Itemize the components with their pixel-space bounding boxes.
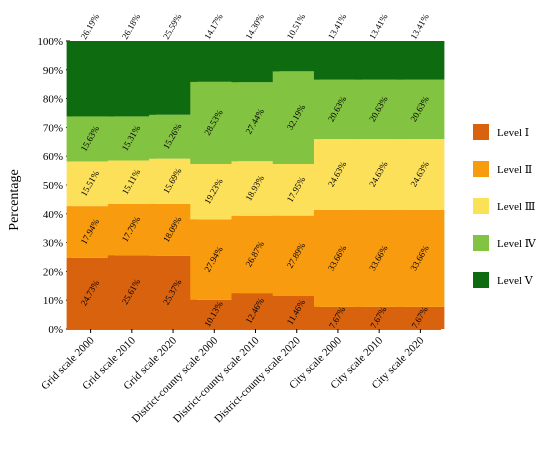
bar-segment bbox=[272, 215, 321, 296]
bar-segment bbox=[231, 161, 280, 216]
data-label: 10.51% bbox=[285, 12, 308, 41]
bar-segment bbox=[66, 161, 115, 207]
bar-segment bbox=[107, 116, 156, 161]
bar-segment bbox=[355, 306, 404, 329]
legend-item: Level Ⅴ bbox=[473, 272, 534, 288]
bar-segment bbox=[355, 79, 404, 140]
bar-segment bbox=[149, 158, 198, 204]
bar-segment bbox=[149, 41, 198, 115]
y-tick-label: 20% bbox=[43, 266, 63, 278]
y-tick-label: 30% bbox=[43, 238, 63, 250]
y-axis-title: Percentage bbox=[7, 169, 22, 230]
y-tick-label: 90% bbox=[43, 65, 63, 77]
bar-segment bbox=[272, 41, 321, 72]
bar-segment bbox=[313, 79, 362, 140]
y-tick-label: 50% bbox=[43, 180, 63, 192]
chart-axes: 0% 10% 20% 30% 40% 50% 60% 70% 80% 90% 100% bbox=[37, 36, 441, 336]
data-label: 13.41% bbox=[326, 12, 349, 41]
data-label: 14.17% bbox=[202, 12, 225, 41]
legend-item: Level Ⅱ bbox=[473, 161, 532, 177]
legend-label: Level Ⅳ bbox=[497, 238, 537, 250]
bar-segment bbox=[396, 209, 445, 307]
legend-swatch bbox=[473, 161, 489, 177]
bar-segment bbox=[190, 163, 239, 220]
legend-label: Level Ⅱ bbox=[497, 164, 532, 176]
bar-segment bbox=[231, 293, 280, 329]
legend-label: Level Ⅲ bbox=[497, 201, 535, 213]
bar-segment bbox=[107, 204, 156, 256]
bar-segment bbox=[149, 203, 198, 256]
y-tick-label: 10% bbox=[43, 295, 63, 307]
bar-segment bbox=[313, 209, 362, 307]
bar-segment bbox=[66, 41, 115, 117]
bar-segment bbox=[107, 41, 156, 117]
y-tick-label: 40% bbox=[43, 209, 63, 221]
legend-label: Level Ⅴ bbox=[497, 275, 534, 287]
data-label: 13.41% bbox=[367, 12, 390, 41]
bar-segment bbox=[396, 41, 445, 80]
bar-segment bbox=[190, 81, 239, 164]
bar-segment bbox=[190, 41, 239, 82]
bar-segment bbox=[231, 82, 280, 162]
y-tick-label: 0% bbox=[48, 324, 63, 336]
chart-bars bbox=[66, 41, 445, 329]
bar-segment bbox=[396, 139, 445, 210]
bar-segment bbox=[355, 41, 404, 80]
bar-segment bbox=[272, 295, 321, 329]
bar-segment bbox=[355, 209, 404, 307]
legend-swatch bbox=[473, 198, 489, 214]
legend-item: Level Ⅰ bbox=[473, 124, 529, 140]
legend-item: Level Ⅳ bbox=[473, 235, 537, 251]
bar-segment bbox=[66, 257, 115, 329]
y-tick-label: 60% bbox=[43, 151, 63, 163]
legend-label: Level Ⅰ bbox=[497, 127, 529, 139]
legend-swatch bbox=[473, 235, 489, 251]
y-tick-label: 100% bbox=[37, 36, 63, 48]
bar-segment bbox=[313, 41, 362, 80]
bar-segment bbox=[231, 41, 280, 83]
bar-segment bbox=[313, 139, 362, 210]
bar-segment bbox=[313, 306, 362, 329]
bar-segment bbox=[107, 160, 156, 205]
bar-segment bbox=[66, 116, 115, 162]
y-tick-label: 70% bbox=[43, 122, 63, 134]
data-label: 26.18% bbox=[120, 12, 143, 41]
data-label: 14.30% bbox=[243, 12, 266, 41]
bar-segment bbox=[190, 299, 239, 329]
bar-segment bbox=[272, 71, 321, 164]
bar-segment bbox=[396, 79, 445, 140]
legend-item: Level Ⅲ bbox=[473, 198, 535, 214]
bar-segment bbox=[107, 255, 156, 329]
bar-segment bbox=[355, 139, 404, 210]
data-label: 25.59% bbox=[161, 12, 184, 41]
bar-segment bbox=[272, 163, 321, 216]
bar-segment bbox=[149, 255, 198, 329]
y-tick-label: 80% bbox=[43, 94, 63, 106]
bar-segment bbox=[231, 215, 280, 294]
data-label: 26.19% bbox=[79, 12, 102, 41]
bar-segment bbox=[396, 306, 445, 329]
bar-segment bbox=[66, 206, 115, 258]
chart-legend: Level Ⅰ Level Ⅱ Level Ⅲ Level Ⅳ Level Ⅴ bbox=[473, 124, 537, 288]
legend-swatch bbox=[473, 124, 489, 140]
bar-segment bbox=[149, 114, 198, 159]
data-label: 13.41% bbox=[408, 12, 431, 41]
legend-swatch bbox=[473, 272, 489, 288]
bar-segment bbox=[190, 219, 239, 300]
